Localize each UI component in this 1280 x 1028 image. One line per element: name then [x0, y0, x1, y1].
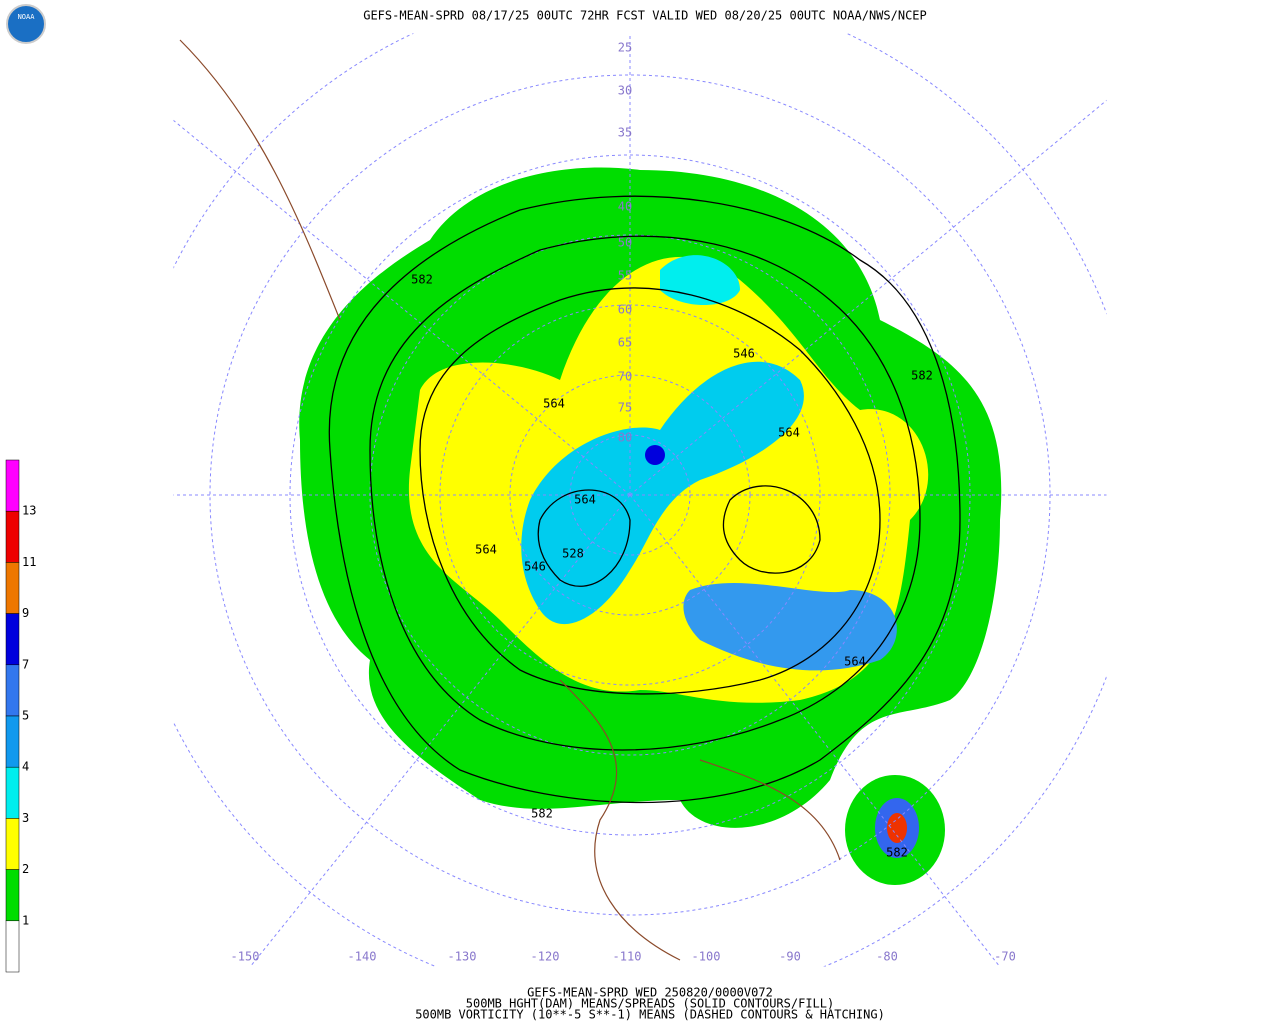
colorbar-label: 4: [22, 760, 29, 774]
colorbar-label: 9: [22, 606, 29, 620]
colorbar-band: [5, 510, 20, 563]
colorbar-label: 1: [22, 913, 29, 927]
colorbar-band: [5, 818, 20, 870]
contour-label: 564: [574, 493, 596, 507]
coastlines: [179, 39, 841, 961]
colorbar-band: [5, 715, 20, 768]
latitude-label: 40: [618, 200, 632, 214]
longitude-label: -70: [994, 950, 1016, 964]
longitude-label: -80: [876, 950, 898, 964]
contour-label: 564: [778, 426, 800, 440]
longitude-label: -90: [779, 950, 801, 964]
latitude-label: 30: [618, 84, 632, 98]
contour-label: 546: [524, 560, 546, 574]
colorbar-band: [5, 869, 20, 922]
colorbar-label: 3: [22, 811, 29, 825]
contour-label: 582: [531, 807, 553, 821]
contour-label: 582: [911, 369, 933, 383]
contour-label: 564: [543, 397, 565, 411]
latitude-label: 50: [618, 236, 632, 250]
latitude-label: 25: [618, 41, 632, 55]
colorbar-band: [5, 664, 20, 717]
height-contours: [328, 195, 961, 804]
longitude-label: -120: [531, 950, 560, 964]
latitude-label: 60: [618, 303, 632, 317]
spread-fill: [887, 813, 907, 843]
colorbar-label: 11: [22, 555, 36, 569]
contour-label: 564: [844, 655, 866, 669]
contour-label: 546: [733, 347, 755, 361]
latitude-label: 70: [618, 370, 632, 384]
spread-fill: [683, 582, 897, 671]
longitude-label: -130: [448, 950, 477, 964]
contour-label: 564: [475, 543, 497, 557]
latitude-label: 80: [618, 431, 632, 445]
colorbar-label: 7: [22, 657, 29, 671]
colorbar-band: [5, 920, 20, 973]
logo: [6, 4, 46, 44]
map-frame: [172, 32, 1108, 968]
colorbar-band: [5, 613, 20, 666]
colorbar-label: 5: [22, 709, 29, 723]
title: GEFS-MEAN-SPRD 08/17/25 00UTC 72HR FCST …: [363, 9, 927, 23]
colorbar-band: [5, 766, 20, 819]
colorbar-label: 13: [22, 504, 36, 518]
colorbar-label: 2: [22, 862, 29, 876]
spread-fill: [645, 445, 665, 465]
footer-line: GEFS-MEAN-SPRD WED 250820/0000V072: [527, 986, 773, 1000]
latitude-label: 55: [618, 269, 632, 283]
longitude-label: -100: [692, 950, 721, 964]
longitude-label: -150: [231, 950, 260, 964]
latitude-label: 65: [618, 336, 632, 350]
colorbar-band: [5, 562, 20, 614]
latitude-label: 75: [618, 401, 632, 415]
contour-label: 582: [886, 846, 908, 860]
graticule: [173, 33, 1107, 967]
spread-fill: [521, 361, 804, 625]
contour-label: 582: [411, 273, 433, 287]
longitude-label: -110: [613, 950, 642, 964]
footer-line: 500MB HGHT(DAM) MEANS/SPREADS (SOLID CON…: [466, 997, 834, 1011]
latitude-label: 35: [618, 126, 632, 140]
contour-label: 528: [562, 547, 584, 561]
logo-text: NOAA: [18, 13, 36, 21]
footer-line: 500MB VORTICITY (10**-5 S**-1) MEANS (DA…: [415, 1008, 885, 1022]
map: [173, 33, 1107, 967]
longitude-label: -140: [348, 950, 377, 964]
colorbar-band: [5, 459, 20, 512]
